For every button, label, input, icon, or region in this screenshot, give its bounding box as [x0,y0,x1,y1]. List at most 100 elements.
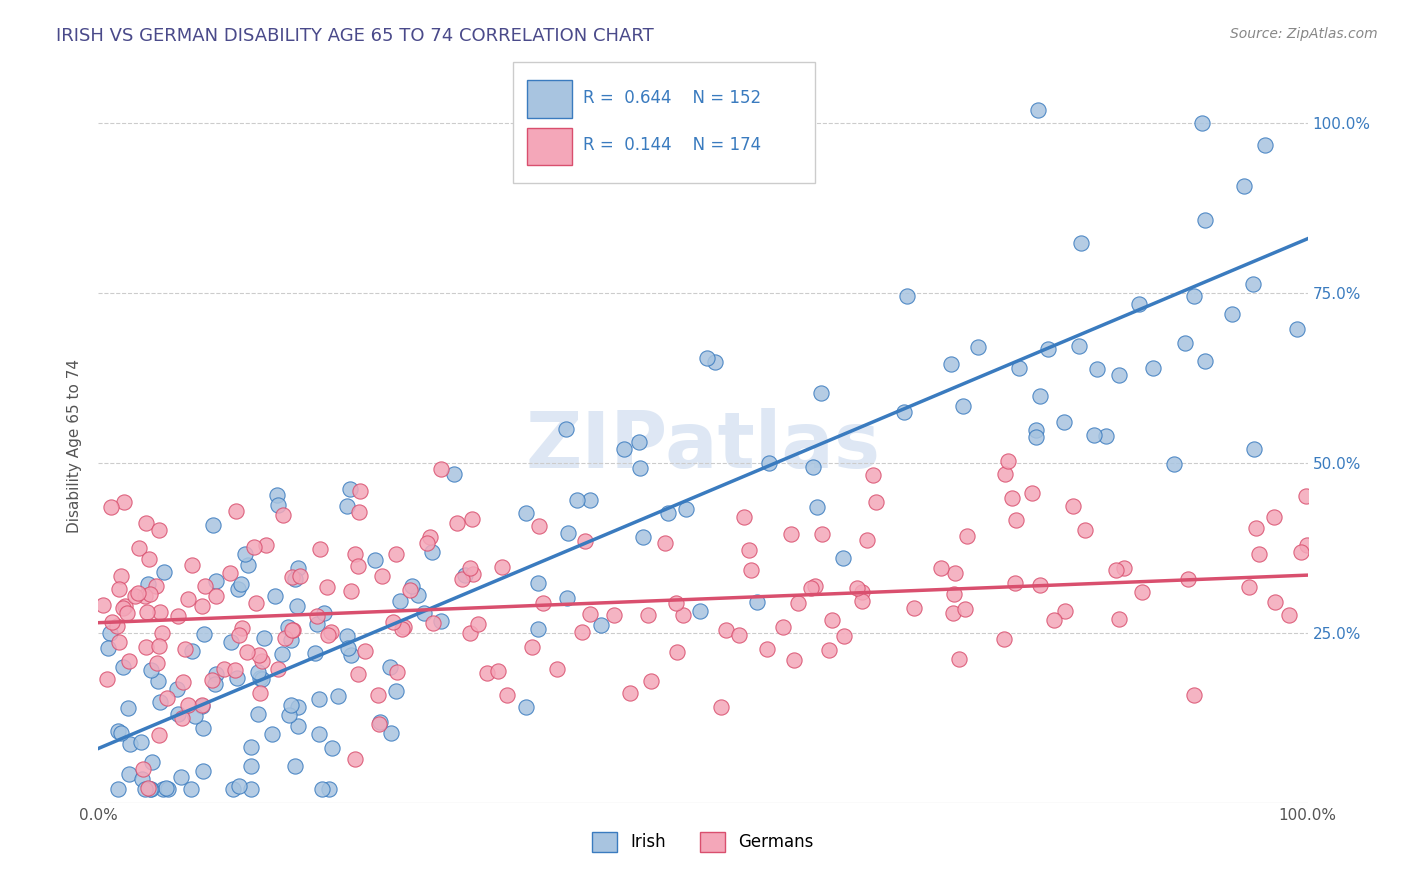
Point [380,659,402,673]
Point [1053,415,1076,429]
Point [1182,688,1205,702]
Point [1243,442,1265,456]
Point [755,641,778,656]
Point [460,512,482,526]
Point [226,582,249,596]
Point [1241,277,1264,291]
Point [204,666,226,681]
Point [628,460,651,475]
Point [280,633,302,648]
Point [134,782,156,797]
Point [367,688,389,702]
Point [408,588,430,602]
Point [1025,423,1047,437]
Point [245,596,267,610]
Point [772,619,794,633]
Point [943,566,966,580]
Point [994,467,1017,482]
Point [1070,235,1092,250]
Point [579,493,602,508]
Point [1254,137,1277,152]
Point [112,494,135,508]
Point [1094,429,1116,443]
Point [463,566,485,581]
Point [546,662,568,676]
Point [118,767,141,781]
Point [193,627,215,641]
Point [172,674,194,689]
Point [603,607,626,622]
Point [166,681,188,696]
Point [145,579,167,593]
Point [166,609,188,624]
Point [200,673,222,687]
Point [155,781,177,796]
Point [460,625,482,640]
Point [107,782,129,797]
Point [1295,538,1317,552]
Point [129,735,152,749]
Point [321,625,343,640]
Point [339,583,361,598]
Point [326,690,349,704]
Point [115,606,138,620]
Point [591,617,613,632]
Point [1249,547,1271,561]
Point [239,759,262,773]
Point [856,533,879,548]
Point [344,751,367,765]
Point [231,577,253,591]
Point [1112,561,1135,575]
Text: IRISH VS GERMAN DISABILITY AGE 65 TO 74 CORRELATION CHART: IRISH VS GERMAN DISABILITY AGE 65 TO 74 … [56,27,654,45]
Point [903,601,925,615]
Point [515,700,537,714]
Point [152,565,174,579]
Point [132,763,155,777]
Point [180,782,202,797]
Point [446,516,468,530]
Point [191,599,214,613]
Point [399,582,422,597]
Point [367,716,389,731]
Point [422,544,444,558]
Point [180,644,202,658]
Point [136,781,159,796]
Point [942,586,965,600]
Point [250,654,273,668]
Point [218,566,240,581]
Point [135,640,157,654]
Point [136,605,159,619]
Point [253,632,276,646]
Point [353,643,375,657]
Point [401,579,423,593]
Point [100,615,122,630]
Point [419,530,441,544]
Point [184,709,207,723]
Point [283,623,305,637]
Point [249,686,271,700]
Point [555,591,578,605]
Point [851,594,873,608]
Point [281,624,304,638]
Point [139,782,162,797]
Point [1083,428,1105,442]
Point [806,500,828,514]
Point [96,673,118,687]
Point [696,351,718,365]
Text: ZIPatlas: ZIPatlas [526,408,880,484]
Point [274,632,297,646]
Point [305,608,328,623]
Text: Source: ZipAtlas.com: Source: ZipAtlas.com [1230,27,1378,41]
Point [640,674,662,689]
Point [1073,523,1095,537]
Point [231,621,253,635]
Point [1174,335,1197,350]
Point [264,590,287,604]
Point [97,641,120,656]
Point [896,289,918,303]
Point [953,602,976,616]
Point [336,640,359,655]
Point [993,632,1015,646]
Point [1025,430,1047,444]
Point [233,547,256,561]
